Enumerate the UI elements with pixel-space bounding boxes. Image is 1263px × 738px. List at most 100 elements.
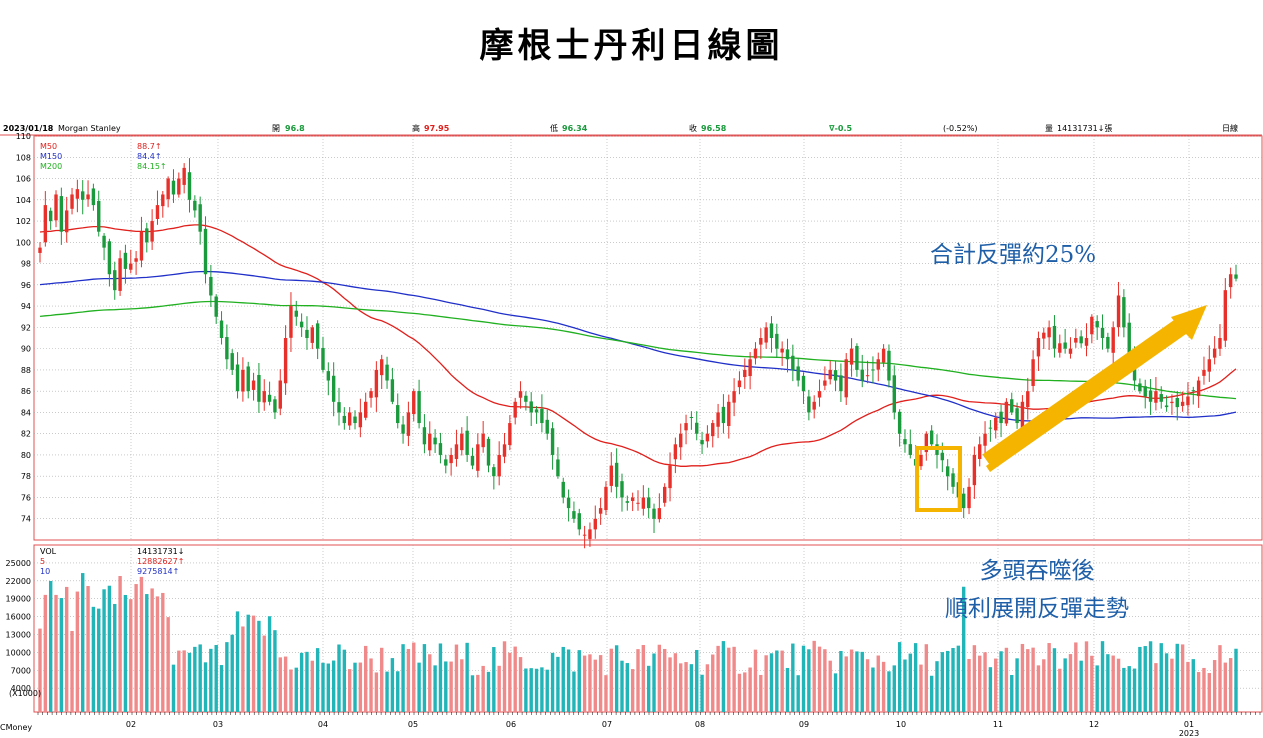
price-tick-label: 98 (21, 260, 31, 269)
header-low: 96.34 (562, 124, 588, 133)
volume-bar (1095, 665, 1099, 712)
volume-bar (646, 665, 651, 712)
volume-bar (43, 594, 48, 712)
volume-bar (369, 658, 373, 712)
volume-bar (967, 658, 971, 712)
chart-title: 摩根士丹利日線圖 (479, 26, 784, 66)
candle (1154, 377, 1158, 411)
rebound-annotation: 合計反彈約25% (930, 242, 1096, 268)
candle (534, 406, 539, 424)
candle (924, 431, 929, 461)
volume-bar (716, 645, 720, 712)
candle (267, 381, 272, 406)
volume-bars (38, 573, 1238, 712)
month-tick-label: 12 (1089, 720, 1099, 729)
candle (732, 378, 736, 417)
candle (1090, 314, 1094, 344)
legend-ma150-name: M150 (40, 152, 62, 161)
candle (796, 358, 800, 387)
volume-bar (871, 667, 875, 712)
volume-bar (705, 664, 710, 712)
candle (700, 431, 704, 455)
candle (518, 381, 523, 409)
candle (1095, 315, 1099, 340)
candle (849, 338, 854, 377)
candle (123, 244, 128, 284)
volume-bar (524, 668, 528, 712)
candle (246, 361, 250, 399)
volume-bar (855, 651, 859, 712)
candle (64, 196, 69, 243)
price-tick-label: 104 (16, 196, 31, 205)
price-axis: 74 76 78 80 82 84 86 88 90 92 94 96 98 100 102 104 106 10… (16, 132, 31, 524)
volume-tick-label: 25000 (6, 559, 31, 568)
volume-bar (203, 662, 208, 712)
candle (363, 392, 368, 421)
grid-lines (34, 135, 1262, 712)
candle (305, 316, 309, 350)
price-tick-label: 84 (21, 408, 31, 417)
candle (812, 395, 816, 419)
volume-bar (518, 657, 523, 712)
candle (652, 503, 656, 534)
candle (1116, 281, 1121, 337)
month-tick-label: 02 (126, 720, 136, 729)
volume-bar (929, 675, 934, 712)
volume-bar (1111, 655, 1115, 712)
header-close: 96.58 (701, 124, 727, 133)
candle (823, 366, 827, 391)
volume-axis: 4000 7000 10000 13000 16000 19000 22000 25000 (6, 559, 31, 693)
volume-bar (385, 671, 389, 712)
legend-ma200-name: M200 (40, 162, 62, 171)
volume-bar (1164, 653, 1169, 712)
volume-bar (1154, 663, 1158, 712)
volume-bar (289, 669, 293, 712)
candle (1175, 391, 1179, 421)
volume-bar (406, 648, 411, 712)
candle (769, 316, 774, 353)
volume-bar (449, 661, 453, 712)
legend-vol5-name: 5 (40, 557, 45, 566)
volume-bar (380, 647, 384, 712)
volume-bar (396, 671, 400, 712)
candle (321, 336, 325, 373)
candle (833, 360, 838, 391)
ma200-line (39, 300, 1237, 400)
volume-bar (913, 643, 918, 712)
candle (470, 447, 475, 470)
legend-ma50-value: 88.7↑ (137, 142, 162, 151)
volume-bar (1036, 665, 1041, 712)
candle (764, 322, 768, 349)
volume-bar (983, 652, 987, 712)
volume-bar (556, 656, 560, 712)
month-tick-label: 05 (408, 720, 418, 729)
candle (171, 169, 176, 203)
volume-bar (887, 671, 891, 712)
candle (1111, 321, 1115, 365)
candle (513, 397, 517, 425)
volume-bar (823, 649, 827, 712)
candle (1004, 398, 1009, 426)
volume-bar (129, 599, 133, 712)
header-change: ∇-0.5 (829, 124, 853, 133)
candle (668, 452, 672, 502)
month-tick-label: 01 (1184, 720, 1194, 729)
candle (401, 415, 405, 444)
volume-bar (38, 628, 42, 712)
candle (593, 505, 597, 539)
volume-bar (182, 650, 186, 712)
candle (598, 497, 603, 525)
candle (897, 409, 902, 447)
candle (235, 352, 240, 399)
candle (1015, 402, 1019, 429)
candle (844, 353, 848, 405)
volume-bar (486, 671, 491, 712)
candle (412, 388, 416, 422)
candle (935, 434, 939, 469)
volume-bar (123, 594, 128, 712)
candle (1164, 395, 1169, 412)
volume-bar (561, 646, 565, 712)
candle (828, 360, 832, 385)
